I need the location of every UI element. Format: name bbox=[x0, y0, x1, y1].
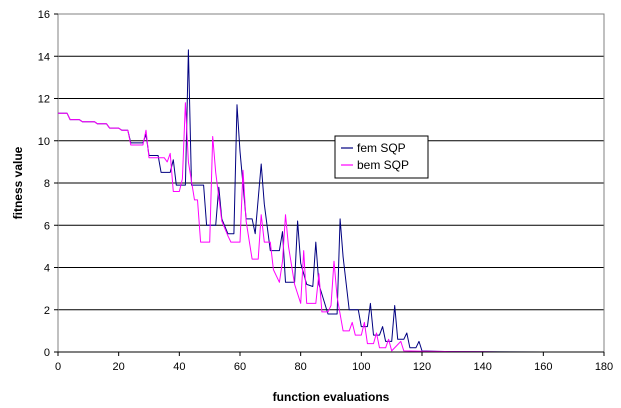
y-axis-ticks: 0 2 4 6 8 10 12 14 16 bbox=[38, 9, 58, 359]
y-axis-title: fitness value bbox=[11, 146, 25, 219]
x-tick-label-100: 100 bbox=[352, 361, 370, 373]
x-tick-label-20: 20 bbox=[113, 361, 125, 373]
x-tick-label-180: 180 bbox=[595, 361, 613, 373]
x-tick-label-0: 0 bbox=[55, 361, 61, 373]
x-tick-label-160: 160 bbox=[534, 361, 552, 373]
x-tick-label-60: 60 bbox=[234, 361, 246, 373]
legend-box bbox=[334, 135, 429, 179]
legend-label-bem-sqp: bem SQP bbox=[357, 158, 409, 172]
series-line-fem-sqp bbox=[58, 49, 544, 353]
x-tick-label-80: 80 bbox=[295, 361, 307, 373]
x-tick-label-120: 120 bbox=[413, 361, 431, 373]
x-tick-label-140: 140 bbox=[473, 361, 491, 373]
y-tick-label-2: 2 bbox=[44, 305, 50, 317]
legend: fem SQP bem SQP bbox=[334, 135, 429, 179]
x-axis-title: function evaluations bbox=[273, 390, 390, 404]
series-layer bbox=[58, 49, 544, 353]
y-tick-label-12: 12 bbox=[38, 94, 50, 106]
series-line-bem-sqp bbox=[58, 102, 498, 353]
y-tick-label-16: 16 bbox=[38, 9, 50, 21]
y-tick-label-10: 10 bbox=[38, 136, 50, 148]
x-tick-label-40: 40 bbox=[173, 361, 185, 373]
legend-label-fem-sqp: fem SQP bbox=[357, 141, 406, 155]
y-tick-label-0: 0 bbox=[44, 347, 50, 359]
y-tick-label-14: 14 bbox=[38, 51, 50, 63]
y-tick-label-8: 8 bbox=[44, 178, 50, 190]
y-tick-label-4: 4 bbox=[44, 263, 50, 275]
y-tick-label-6: 6 bbox=[44, 220, 50, 232]
x-axis-ticks: 0 20 40 60 80 100 120 140 160 180 bbox=[55, 351, 613, 373]
